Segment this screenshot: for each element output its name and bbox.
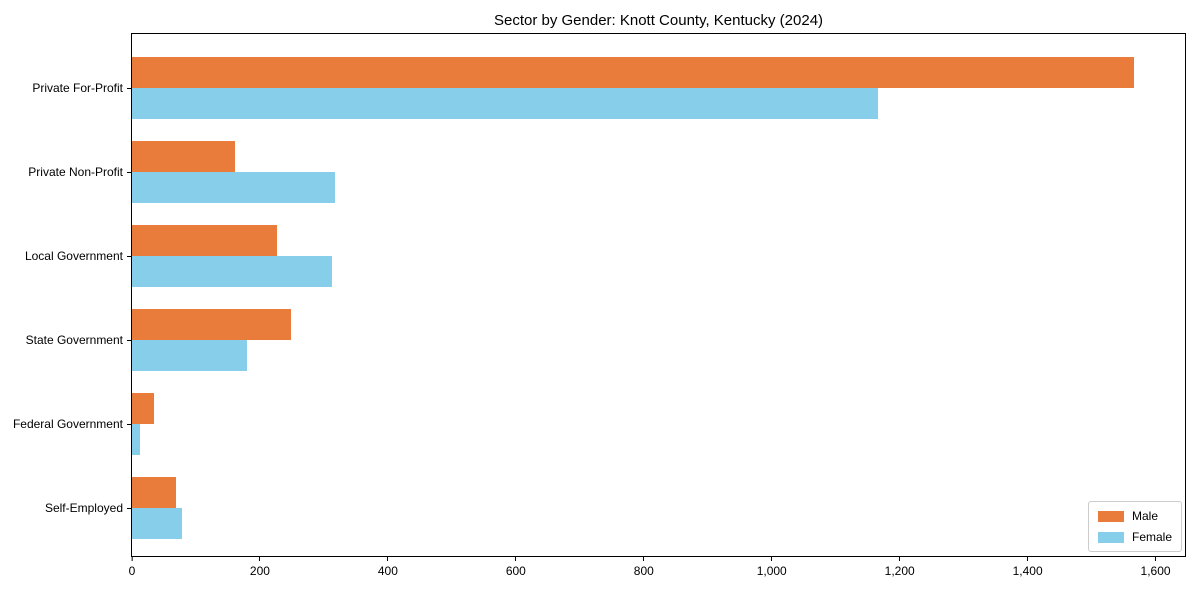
legend-label: Female (1131, 530, 1172, 544)
y-tick-mark (127, 171, 132, 173)
x-tick-label: 1,000 (756, 564, 787, 578)
x-tick: 1,000 (757, 556, 787, 578)
x-tick: 1,400 (1013, 556, 1043, 578)
chart-title: Sector by Gender: Knott County, Kentucky… (493, 12, 824, 29)
x-tick-mark (643, 556, 645, 561)
x-tick-label: 800 (633, 564, 654, 578)
x-tick-label: 200 (249, 564, 270, 578)
x-tick-mark (259, 556, 261, 561)
x-tick: 200 (250, 556, 270, 578)
y-tick-mark (127, 87, 132, 89)
x-tick: 1,200 (885, 556, 915, 578)
category-row: State Government (26, 298, 1185, 382)
x-tick-mark (515, 556, 517, 561)
x-tick-label: 1,600 (1140, 564, 1171, 578)
legend-label: Male (1131, 509, 1158, 523)
bar-female-5 (132, 508, 182, 539)
y-tick-mark (127, 255, 132, 257)
x-tick-label: 600 (505, 564, 526, 578)
x-tick: 400 (378, 556, 398, 578)
bar-rows: Private For-Profit Private Non-Profit Loca… (13, 34, 1185, 556)
x-tick: 600 (506, 556, 526, 578)
x-tick-mark (1027, 556, 1029, 561)
category-row: Local Government (25, 214, 1185, 298)
bar-male-2 (132, 225, 278, 256)
x-tick-mark (1155, 556, 1157, 561)
y-tick-mark (127, 507, 132, 509)
category-label: Self-Employed (44, 501, 123, 515)
category-label: Private Non-Profit (28, 165, 123, 179)
legend-item-female: Female (1097, 530, 1172, 544)
bar-male-1 (132, 141, 235, 172)
bar-male-4 (132, 393, 154, 424)
category-label: Federal Government (12, 417, 123, 431)
bar-female-4 (132, 424, 140, 455)
x-tick-label: 1,200 (884, 564, 915, 578)
bar-female-2 (132, 256, 332, 287)
x-axis: 0 200 400 600 800 1,000 1,200 1,400 1,600 (128, 556, 1185, 580)
category-label: Private For-Profit (32, 81, 123, 95)
plot-area: Private For-Profit Private Non-Profit Loca… (13, 33, 1186, 578)
bar-female-3 (132, 340, 247, 371)
category-row: Self-Employed (45, 466, 1185, 550)
bar-male-3 (132, 309, 291, 340)
bar-male-5 (132, 477, 177, 508)
legend: Male Female (1087, 501, 1182, 552)
x-tick-label: 0 (128, 564, 136, 578)
bar-female-1 (132, 172, 335, 203)
bar-male-0 (132, 57, 1135, 88)
x-tick-mark (771, 556, 773, 561)
y-tick-mark (127, 339, 132, 341)
category-row: Private For-Profit (32, 46, 1185, 130)
x-tick: 800 (634, 556, 654, 578)
x-tick: 0 (128, 556, 136, 578)
x-tick-mark (131, 556, 133, 561)
category-row: Private Non-Profit (28, 130, 1185, 214)
x-tick-mark (899, 556, 901, 561)
legend-item-male: Male (1097, 509, 1172, 523)
category-label: Local Government (24, 249, 123, 263)
legend-swatch-female (1097, 531, 1124, 543)
category-label: State Government (25, 333, 123, 347)
bar-female-0 (132, 88, 878, 119)
x-tick-label: 1,400 (1012, 564, 1043, 578)
x-tick: 1,600 (1141, 556, 1171, 578)
x-tick-mark (387, 556, 389, 561)
legend-swatch-male (1097, 510, 1124, 522)
y-tick-mark (127, 423, 132, 425)
category-row: Federal Government (13, 382, 1185, 466)
x-tick-label: 400 (377, 564, 398, 578)
